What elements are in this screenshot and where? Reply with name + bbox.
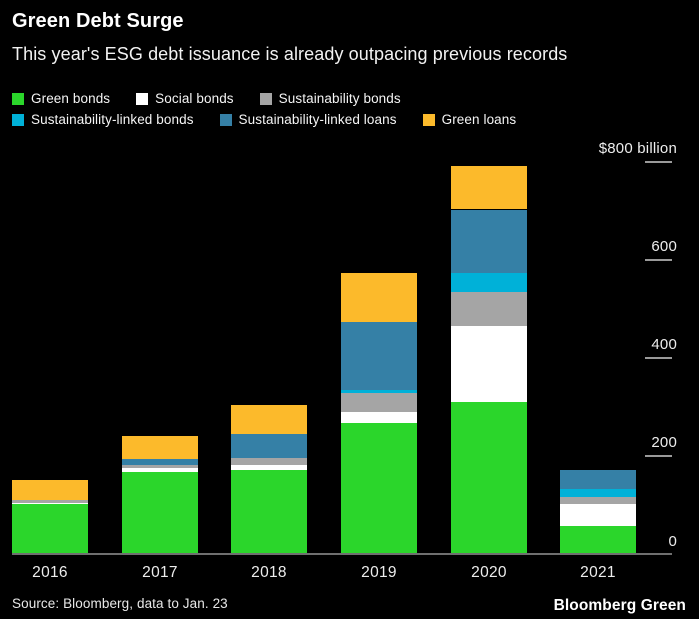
legend-row: Sustainability-linked bonds Sustainabilit…: [12, 109, 516, 130]
x-axis-label: 2019: [361, 564, 397, 581]
bar-segment: [451, 291, 527, 327]
bar-segment: [122, 435, 198, 460]
bar-segment: [560, 496, 636, 504]
bar-segment: [12, 480, 88, 501]
bar-segment: [231, 464, 307, 470]
legend-swatch-icon: [136, 92, 149, 105]
chart-subtitle: This year's ESG debt issuance is already…: [12, 44, 568, 64]
bar-segment: [12, 500, 88, 503]
source-text: Source: Bloomberg, data to Jan. 23: [12, 596, 228, 611]
y-axis-label: 600: [651, 238, 677, 255]
legend-item: Green bonds: [12, 91, 110, 106]
bar-segment: [341, 272, 417, 322]
y-axis-tick: [645, 259, 672, 261]
x-axis-label: 2018: [251, 564, 287, 581]
brand-logo: Bloomberg Green: [553, 597, 686, 614]
legend-item: Sustainability-linked bonds: [12, 112, 194, 127]
y-axis-tick: [645, 161, 672, 163]
legend-item: Sustainability bonds: [259, 91, 401, 106]
legend-swatch-icon: [422, 113, 435, 126]
bar-segment: [122, 468, 198, 473]
bar-segment: [451, 166, 527, 210]
y-axis-label: $800 billion: [598, 140, 677, 157]
bar-segment: [341, 412, 417, 424]
bar-segment: [451, 402, 527, 553]
legend-label: Social bonds: [155, 91, 234, 106]
chart-title: Green Debt Surge: [12, 10, 184, 32]
legend-swatch-icon: [219, 113, 232, 126]
y-axis-label: 0: [668, 533, 677, 550]
x-axis-label: 2016: [32, 564, 68, 581]
bar-segment: [341, 392, 417, 413]
bar-segment: [122, 472, 198, 553]
x-axis-label: 2017: [142, 564, 178, 581]
legend: Green bonds Social bonds Sustainability bo…: [12, 88, 516, 130]
legend-row: Green bonds Social bonds Sustainability bo…: [12, 88, 516, 109]
bar-segment: [451, 273, 527, 292]
x-axis-label: 2020: [471, 564, 507, 581]
legend-label: Sustainability-linked loans: [238, 112, 397, 127]
bar-segment: [451, 209, 527, 274]
bar-segment: [122, 465, 198, 469]
bar-segment: [451, 326, 527, 403]
bar-segment: [12, 504, 88, 553]
bar-segment: [231, 458, 307, 465]
legend-swatch-icon: [12, 92, 24, 105]
x-axis-line: [12, 553, 672, 555]
bar-segment: [231, 404, 307, 434]
bar-segment: [122, 459, 198, 466]
bar-segment: [341, 390, 417, 393]
legend-label: Sustainability-linked bonds: [31, 112, 194, 127]
bar-segment: [341, 423, 417, 553]
bar-segment: [231, 469, 307, 553]
y-axis-label: 200: [651, 434, 677, 451]
legend-item: Social bonds: [136, 91, 234, 106]
bar-segment: [560, 469, 636, 490]
x-axis-label: 2021: [580, 564, 616, 581]
legend-item: Green loans: [422, 112, 517, 127]
bar-segment: [231, 433, 307, 459]
legend-label: Green loans: [441, 112, 517, 127]
bar-segment: [560, 526, 636, 553]
bar-segment: [560, 489, 636, 497]
legend-item: Sustainability-linked loans: [219, 112, 397, 127]
bar-segment: [341, 321, 417, 391]
legend-swatch-icon: [12, 113, 24, 126]
legend-swatch-icon: [259, 92, 272, 105]
y-axis-tick: [645, 357, 672, 359]
bar-segment: [12, 502, 88, 504]
y-axis-label: 400: [651, 336, 677, 353]
bar-segment: [560, 504, 636, 527]
legend-label: Sustainability bonds: [278, 91, 401, 106]
y-axis-tick: [645, 455, 672, 457]
legend-label: Green bonds: [31, 91, 111, 106]
